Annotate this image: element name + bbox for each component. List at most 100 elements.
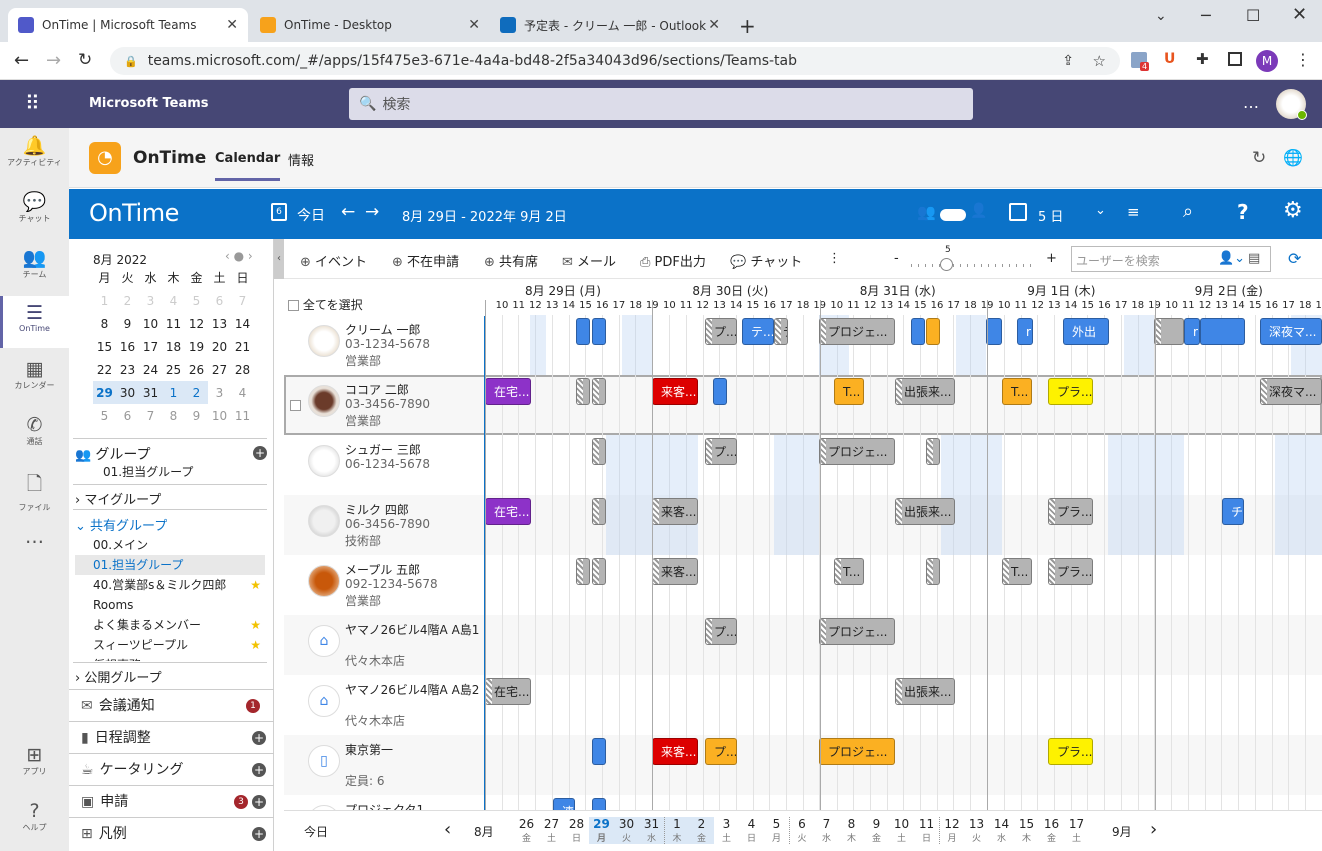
calendar-event[interactable]: 在宅... <box>485 678 531 705</box>
calendar-event[interactable] <box>1154 318 1184 345</box>
calendar-event[interactable] <box>592 498 606 525</box>
tab-calendar[interactable]: Calendar <box>215 151 281 181</box>
panel-section[interactable]: ✉ 会議通知 1 <box>69 689 274 721</box>
calendar-event[interactable]: 来客... <box>652 558 698 585</box>
strip-day[interactable]: 15 木 <box>1014 817 1039 844</box>
calendar-event[interactable]: 外出 <box>1063 318 1109 345</box>
new-tab-button[interactable]: + <box>739 14 756 38</box>
calendar-event[interactable] <box>926 438 940 465</box>
rail-item[interactable]: 🗋 ファイル <box>0 464 69 516</box>
minical-day[interactable]: 10 <box>211 408 228 423</box>
calendar-event[interactable]: 出張来... <box>895 678 955 705</box>
calendar-event[interactable] <box>592 798 606 810</box>
app-launcher-icon[interactable]: ⠿ <box>25 91 40 115</box>
resource-row[interactable]: ココア 二郎 03-3456-7890 営業部 <box>284 375 1322 435</box>
strip-day[interactable]: 16 金 <box>1039 817 1064 844</box>
rail-item[interactable]: ☰ OnTime <box>0 296 69 348</box>
tab-search-icon[interactable]: ⌄ <box>1155 8 1167 24</box>
minical-day[interactable]: 4 <box>169 293 178 308</box>
minical-day[interactable]: 4 <box>238 385 247 400</box>
calendar-event[interactable]: r <box>1184 318 1200 345</box>
add-circle-icon[interactable]: + <box>252 731 266 745</box>
star-icon[interactable]: ★ <box>250 578 261 592</box>
room-filter-icon[interactable]: ▤ <box>1248 251 1261 266</box>
strip-day[interactable]: 27 土 <box>539 817 564 844</box>
minical-day[interactable]: 1 <box>100 293 109 308</box>
settings-gear-icon[interactable]: ⚙ <box>1283 198 1303 223</box>
minical-day[interactable]: 5 <box>192 293 201 308</box>
zoom-slider[interactable] <box>911 264 1035 267</box>
rail-item[interactable]: 🔔 アクティビティ <box>0 128 69 180</box>
calendar-event[interactable] <box>1200 318 1245 345</box>
strip-day[interactable]: 12 月 <box>939 817 964 844</box>
u-extension-icon[interactable]: U <box>1164 51 1176 67</box>
rail-item[interactable]: 💬 チャット <box>0 184 69 236</box>
resource-row[interactable]: ⌂プロジェクタ1 <box>284 795 1322 810</box>
calendar-event[interactable]: T... <box>834 378 864 405</box>
maximize-button[interactable]: ☐ <box>1246 6 1261 25</box>
calendar-event[interactable] <box>576 318 590 345</box>
minical-day[interactable]: 19 <box>188 339 205 354</box>
minical-day[interactable]: 3 <box>146 293 155 308</box>
calendar-event[interactable]: 来客... <box>652 738 698 765</box>
minical-day[interactable]: 26 <box>188 362 205 377</box>
search-person-icon[interactable]: ⌕ <box>1183 201 1194 222</box>
calendar-event[interactable]: プラ... <box>1048 738 1093 765</box>
calendar-event[interactable] <box>592 318 606 345</box>
calendar-event[interactable]: プラ... <box>1048 558 1093 585</box>
minical-day[interactable]: 8 <box>100 316 109 331</box>
browser-tab[interactable]: OnTime - Desktop ✕ <box>250 8 490 42</box>
profile-avatar[interactable]: M <box>1256 50 1278 72</box>
strip-day[interactable]: 26 金 <box>514 817 539 844</box>
calendar-event[interactable]: 連 <box>553 798 575 810</box>
calendar-event[interactable]: 出張来... <box>895 378 955 405</box>
calendar-days-icon[interactable] <box>1009 203 1027 221</box>
minical-day[interactable]: 7 <box>146 408 155 423</box>
minical-day[interactable]: 9 <box>192 408 201 423</box>
browser-tab[interactable]: 予定表 - クリーム 一郎 - Outlook ✕ <box>490 8 730 42</box>
user-search-input[interactable]: ユーザーを検索 👤⌄ ▤ <box>1071 246 1271 272</box>
strip-day[interactable]: 31 水 <box>639 817 664 844</box>
minical-day[interactable]: 6 <box>215 293 224 308</box>
calendar-event[interactable]: プラ... <box>1048 498 1093 525</box>
forward-button[interactable]: → <box>46 50 62 71</box>
calendar-event[interactable] <box>576 558 590 585</box>
add-group-icon[interactable]: + <box>253 446 267 460</box>
share-icon[interactable]: ⇪ <box>1062 53 1074 69</box>
minical-day[interactable]: 20 <box>211 339 228 354</box>
minical-day[interactable]: 15 <box>96 339 113 354</box>
reload-tab-icon[interactable]: ↻ <box>1252 148 1267 168</box>
resource-row[interactable]: シュガー 三郎 06-1234-5678 <box>284 435 1322 495</box>
calendar-event[interactable]: 来客... <box>652 378 698 405</box>
rail-item[interactable]: ▦ カレンダー <box>0 352 69 404</box>
star-icon[interactable]: ★ <box>250 638 261 652</box>
minical-day[interactable]: 24 <box>142 362 159 377</box>
resource-row[interactable]: ▯ 東京第一 定員: 6 <box>284 735 1322 795</box>
panel-section[interactable]: ▣ 申請 3 + <box>69 785 274 817</box>
select-all-row[interactable]: 全てを選択 <box>288 296 363 313</box>
calendar-event[interactable]: テ... <box>742 318 774 345</box>
calendar-event[interactable] <box>576 378 590 405</box>
minical-day[interactable]: 28 <box>234 362 251 377</box>
minical-day[interactable]: 27 <box>211 362 228 377</box>
calendar-event[interactable]: T... <box>1002 378 1032 405</box>
minical-day[interactable]: 1 <box>162 381 185 404</box>
calendar-event[interactable]: T... <box>834 558 864 585</box>
my-group-toggle[interactable]: › マイグループ <box>75 493 162 508</box>
minical-day[interactable]: 29 <box>93 381 116 404</box>
mail-button[interactable]: ✉ メール <box>562 251 616 270</box>
sidebar-toggle-icon[interactable] <box>1228 52 1242 66</box>
calendar-event[interactable]: 深夜マ... <box>1260 378 1322 405</box>
minical-day[interactable]: 30 <box>116 381 139 404</box>
strip-day[interactable]: 11 日 <box>914 817 939 844</box>
shared-group-item[interactable]: 仮想事務 <box>75 655 265 661</box>
minical-day[interactable]: 10 <box>142 316 159 331</box>
filter-icon[interactable]: ≡ <box>1127 203 1140 221</box>
calendar-event[interactable]: チ <box>1222 498 1244 525</box>
star-icon[interactable]: ★ <box>250 618 261 632</box>
url-field[interactable]: 🔒 teams.microsoft.com/_#/apps/15f475e3-6… <box>110 47 1120 75</box>
close-window-button[interactable]: ✕ <box>1292 4 1308 25</box>
absence-button[interactable]: ⊕ 不在申請 <box>392 251 459 270</box>
